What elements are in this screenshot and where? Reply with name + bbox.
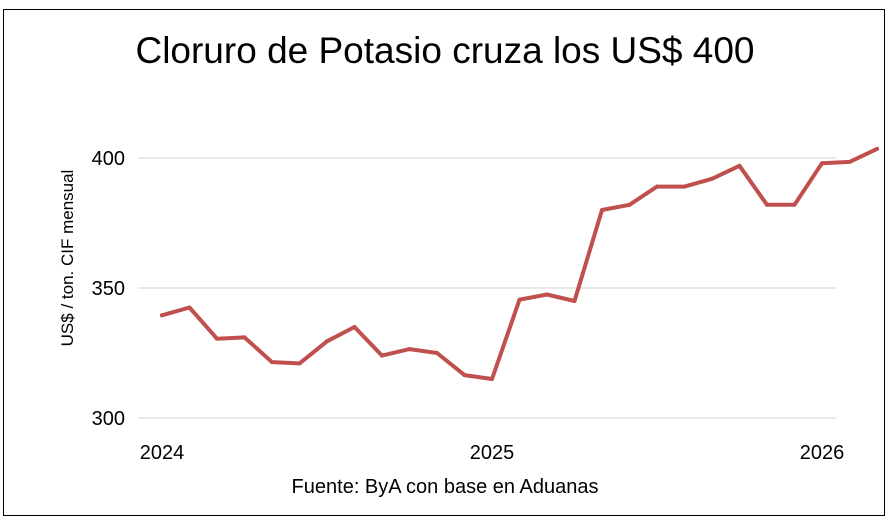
- series-line-group: [160, 146, 879, 381]
- data-point: [435, 351, 439, 355]
- data-point: [627, 202, 632, 207]
- data-point: [407, 347, 412, 352]
- data-point: [820, 161, 824, 166]
- data-point: [380, 353, 384, 358]
- data-point: [710, 176, 714, 181]
- data-point: [517, 297, 522, 302]
- data-point: [847, 159, 852, 164]
- data-point: [270, 360, 274, 365]
- chart-title: Cloruro de Potasio cruza los US$ 400: [135, 30, 755, 71]
- y-tick-label: 350: [92, 278, 125, 300]
- source-note: Fuente: ByA con base en Aduanas: [291, 476, 599, 498]
- data-point: [490, 377, 494, 381]
- x-tick-label: 2024: [140, 442, 185, 464]
- data-point: [765, 202, 769, 207]
- y-tick-labels: 300 350 400: [92, 148, 125, 430]
- data-point: [792, 202, 797, 207]
- x-tick-labels: 2024 2025 2026: [140, 442, 845, 464]
- data-point: [682, 184, 687, 189]
- data-point: [737, 163, 742, 168]
- chart-frame: [3, 9, 885, 516]
- y-tick-label: 400: [92, 148, 125, 170]
- data-point: [187, 305, 192, 310]
- series-line: [160, 146, 879, 381]
- data-point: [462, 373, 467, 378]
- data-point: [160, 313, 164, 318]
- data-point: [655, 184, 659, 189]
- data-point: [325, 339, 329, 344]
- x-tick-label: 2025: [470, 442, 515, 464]
- data-point: [600, 208, 604, 212]
- data-point: [545, 292, 549, 297]
- x-tick-label: 2026: [800, 442, 845, 464]
- data-point: [215, 336, 219, 341]
- gridlines: [138, 157, 836, 419]
- data-point: [572, 299, 577, 303]
- data-point: [242, 335, 247, 340]
- data-point: [875, 146, 879, 151]
- data-point: [352, 325, 357, 329]
- y-axis-label: US$ / ton. CIF mensual: [58, 170, 77, 347]
- y-tick-label: 300: [92, 408, 125, 430]
- data-point: [297, 361, 302, 366]
